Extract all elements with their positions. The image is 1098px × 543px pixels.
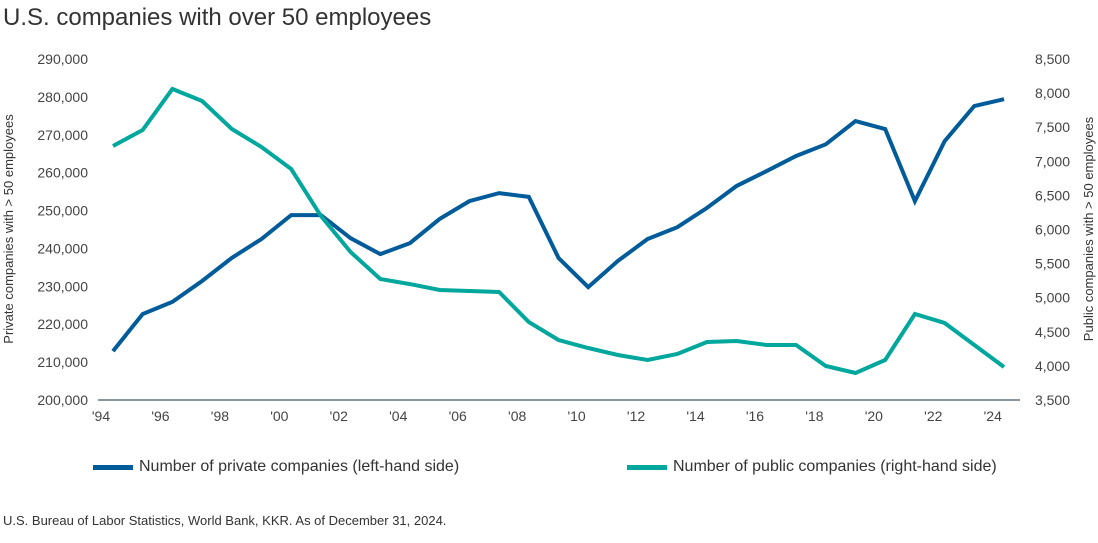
x-tick-label: '08 <box>508 408 526 424</box>
series-line-private <box>111 97 1005 353</box>
x-tick-label: '04 <box>389 408 407 424</box>
legend-item-public: Number of public companies (right-hand s… <box>627 458 997 476</box>
y-right-tick-label: 5,500 <box>1035 256 1070 272</box>
y-left-axis-label: Private companies with > 50 employees <box>1 114 16 344</box>
y-right-axis-label: Public companies with > 50 employees <box>1081 116 1096 341</box>
legend-item-private: Number of private companies (left-hand s… <box>93 458 459 476</box>
y-left-tick-label: 210,000 <box>37 354 88 370</box>
legend-label-private: Number of private companies (left-hand s… <box>139 458 460 475</box>
x-tick-label: '22 <box>924 408 942 424</box>
y-right-tick-label: 8,000 <box>1035 85 1070 101</box>
y-right-tick-label: 6,000 <box>1035 222 1070 238</box>
x-tick-label: '94 <box>92 408 110 424</box>
chart-title: U.S. companies with over 50 employees <box>3 4 432 31</box>
x-tick-label: '02 <box>330 408 348 424</box>
y-right-tick-label: 4,500 <box>1035 324 1070 340</box>
y-left-tick-label: 250,000 <box>37 203 88 219</box>
x-tick-label: '16 <box>746 408 764 424</box>
y-right-tick-label: 6,500 <box>1035 187 1070 203</box>
x-tick-label: '10 <box>567 408 585 424</box>
y-right-tick-label: 8,500 <box>1035 51 1070 67</box>
y-right-tick-label: 7,000 <box>1035 153 1070 169</box>
y-right-tick-label: 3,500 <box>1035 392 1070 408</box>
y-left-tick-label: 290,000 <box>37 51 88 67</box>
y-left-tick-label: 260,000 <box>37 165 88 181</box>
legend-swatch-public <box>627 464 667 470</box>
y-left-tick-label: 220,000 <box>37 316 88 332</box>
y-left-tick-label: 240,000 <box>37 240 88 256</box>
x-tick-label: '20 <box>865 408 883 424</box>
y-left-tick-label: 270,000 <box>37 127 88 143</box>
y-left-tick-label: 230,000 <box>37 278 88 294</box>
x-tick-label: '14 <box>686 408 704 424</box>
series-line-public <box>112 86 1006 376</box>
x-tick-label: '96 <box>151 408 169 424</box>
y-left-tick-label: 280,000 <box>37 89 88 105</box>
y-right-tick-label: 7,500 <box>1035 119 1070 135</box>
x-tick-label: '12 <box>627 408 645 424</box>
x-tick-label: '18 <box>805 408 823 424</box>
x-tick-label: '00 <box>270 408 288 424</box>
source-note: U.S. Bureau of Labor Statistics, World B… <box>3 513 447 528</box>
y-left-tick-label: 200,000 <box>37 392 88 408</box>
x-tick-label: '24 <box>984 408 1002 424</box>
x-tick-label: '06 <box>449 408 467 424</box>
y-right-tick-label: 5,000 <box>1035 290 1070 306</box>
legend-swatch-private <box>93 464 133 470</box>
x-tick-label: '98 <box>211 408 229 424</box>
legend-label-public: Number of public companies (right-hand s… <box>673 458 997 475</box>
y-right-tick-label: 4,000 <box>1035 358 1070 374</box>
